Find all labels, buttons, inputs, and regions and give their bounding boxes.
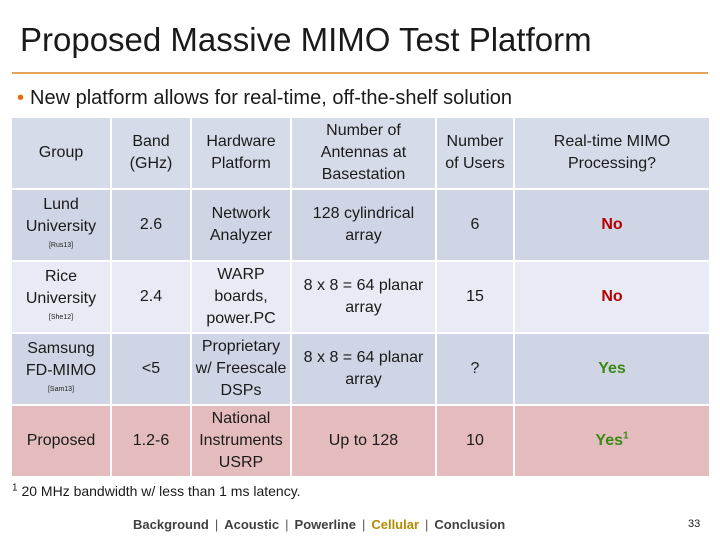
group-name: Proposed xyxy=(26,432,96,449)
band-cell: 2.6 xyxy=(112,190,192,260)
group-cell: Rice University [She12] xyxy=(12,262,112,332)
nav-item-background[interactable]: Background xyxy=(133,517,209,532)
group-name: Rice University xyxy=(25,268,97,307)
group-name: Samsung FD-MIMO xyxy=(25,340,97,379)
users-cell: ? xyxy=(437,334,515,404)
realtime-answer: No xyxy=(601,288,623,305)
realtime-cell: No xyxy=(515,190,709,260)
antennas-cell: Up to 128 xyxy=(292,406,437,476)
citation: [Rus13] xyxy=(48,242,74,249)
bullet-text: New platform allows for real-time, off-t… xyxy=(30,87,513,109)
header-band: Band (GHz) xyxy=(112,118,192,188)
nav-separator: | xyxy=(361,517,366,532)
page-number: 33 xyxy=(688,518,701,530)
users-cell: 10 xyxy=(437,406,515,476)
antennas-cell: 128 cylindrical array xyxy=(292,190,437,260)
group-cell: Proposed xyxy=(12,406,112,476)
users-cell: 6 xyxy=(437,190,515,260)
table-row: Rice University [She12] 2.4 WARP boards,… xyxy=(12,262,709,332)
realtime-answer: Yes xyxy=(595,432,624,449)
header-realtime: Real-time MIMO Processing? xyxy=(515,118,709,188)
section-nav: Background | Acoustic | Powerline | Cellular | C… xyxy=(133,516,505,534)
nav-item-cellular[interactable]: Cellular xyxy=(371,517,420,532)
nav-item-conclusion[interactable]: Conclusion xyxy=(434,517,506,532)
table-header-row: Group Band (GHz) Hardware Platform Numbe… xyxy=(12,118,709,188)
header-group: Group xyxy=(12,118,112,188)
band-cell: <5 xyxy=(112,334,192,404)
group-cell: Samsung FD-MIMO [Sam13] xyxy=(12,334,112,404)
nav-separator: | xyxy=(214,517,219,532)
hardware-cell: WARP boards, power.PC xyxy=(192,262,292,332)
band-cell: 2.4 xyxy=(112,262,192,332)
realtime-cell: No xyxy=(515,262,709,332)
users-cell: 15 xyxy=(437,262,515,332)
table-row: Samsung FD-MIMO [Sam13] <5 Proprietary w… xyxy=(12,334,709,404)
nav-separator: | xyxy=(285,517,289,532)
header-hardware: Hardware Platform xyxy=(192,118,292,188)
hardware-cell: Proprietary w/ Freescale DSPs xyxy=(192,334,292,404)
citation: [She12] xyxy=(48,314,74,321)
citation: [Sam13] xyxy=(47,386,75,393)
footnote-number: 1 xyxy=(12,482,18,494)
table-row-proposed: Proposed 1.2-6 National Instruments USRP… xyxy=(12,406,709,476)
hardware-cell: Network Analyzer xyxy=(192,190,292,260)
comparison-table: Group Band (GHz) Hardware Platform Numbe… xyxy=(12,116,709,478)
group-name: Lund University xyxy=(25,196,97,235)
nav-separator: | xyxy=(425,517,429,532)
bullet-point: • New platform allows for real-time, off-… xyxy=(17,85,512,111)
nav-item-powerline[interactable]: Powerline xyxy=(294,517,356,532)
antennas-cell: 8 x 8 = 64 planar array xyxy=(292,334,437,404)
table-row: Lund University [Rus13] 2.6 Network Anal… xyxy=(12,190,709,260)
footnote-text: 20 MHz bandwidth w/ less than 1 ms laten… xyxy=(21,483,301,499)
hardware-cell: National Instruments USRP xyxy=(192,406,292,476)
bullet-icon: • xyxy=(17,87,25,109)
realtime-cell: Yes1 xyxy=(515,406,709,476)
realtime-cell: Yes xyxy=(515,334,709,404)
realtime-answer: Yes xyxy=(598,360,626,377)
title-divider xyxy=(12,72,708,74)
realtime-answer: No xyxy=(601,216,623,233)
nav-item-acoustic[interactable]: Acoustic xyxy=(224,517,280,532)
band-cell: 1.2-6 xyxy=(112,406,192,476)
header-users: Number of Users xyxy=(437,118,515,188)
header-antennas: Number of Antennas at Basestation xyxy=(292,118,437,188)
antennas-cell: 8 x 8 = 64 planar array xyxy=(292,262,437,332)
group-cell: Lund University [Rus13] xyxy=(12,190,112,260)
footnote: 1 20 MHz bandwidth w/ less than 1 ms lat… xyxy=(12,482,301,500)
footnote-marker: 1 xyxy=(623,430,629,442)
slide-title: Proposed Massive MIMO Test Platform xyxy=(20,21,592,58)
